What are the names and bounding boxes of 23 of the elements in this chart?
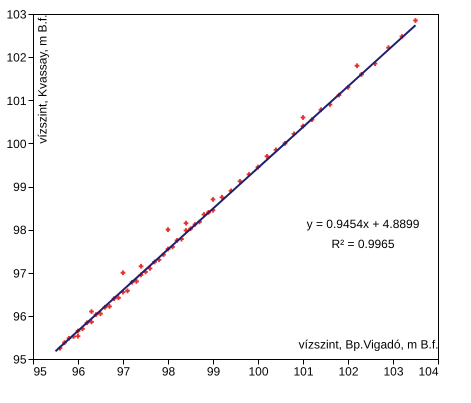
x-tick-label: 99: [206, 364, 220, 378]
y-tick-label: 102: [6, 50, 27, 65]
x-tick-label: 101: [293, 364, 314, 378]
annotation: R² = 0.9965: [331, 237, 395, 251]
x-tick-label: 103: [383, 364, 404, 378]
x-tick-label: 97: [116, 364, 130, 378]
y-tick-label: 101: [6, 94, 27, 108]
x-tick-label: 104: [418, 364, 439, 378]
y-tick-label: 96: [13, 309, 27, 324]
y-tick-label: 100: [6, 136, 27, 151]
x-tick-label: 100: [248, 364, 269, 378]
x-tick-label: 98: [162, 364, 176, 378]
y-tick-label: 98: [13, 223, 27, 238]
x-axis-title: vízszint, Bp.Vigadó, m B.f.: [298, 338, 438, 352]
y-tick-label: 99: [13, 180, 27, 194]
x-tick-label: 96: [72, 364, 86, 378]
annotation: y = 0.9454x + 4.8899: [306, 217, 420, 231]
y-tick-label: 97: [13, 266, 27, 280]
x-tick-label: 95: [34, 364, 48, 378]
y-tick-label: 103: [6, 8, 27, 22]
y-tick-label: 95: [13, 352, 27, 366]
y-axis-title: vízszint, Kvassay, m B.f.: [36, 14, 50, 144]
x-tick-label: 102: [338, 364, 359, 378]
